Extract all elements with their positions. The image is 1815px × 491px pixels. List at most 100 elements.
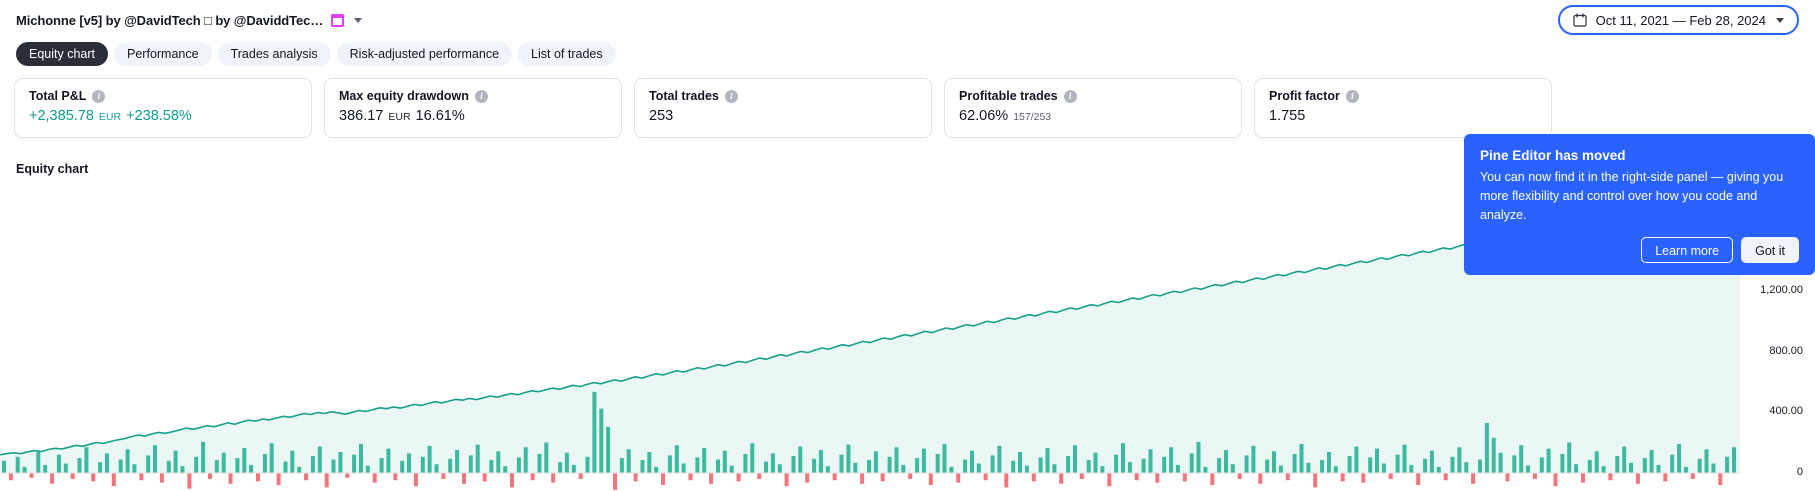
histogram-bar: [1203, 466, 1208, 473]
histogram-bar: [1567, 442, 1572, 473]
histogram-bar: [1182, 473, 1187, 482]
histogram-bar: [1155, 473, 1160, 483]
histogram-bar: [84, 447, 89, 473]
histogram-bar: [647, 452, 652, 473]
histogram-bar: [173, 450, 178, 473]
stat-card-value: 253: [649, 108, 674, 124]
histogram-bar: [1107, 473, 1112, 487]
histogram-bar: [468, 455, 473, 473]
histogram-bar: [1725, 456, 1730, 473]
histogram-bar: [194, 456, 199, 473]
equity-chart[interactable]: [0, 182, 1815, 491]
histogram-bar: [1649, 450, 1654, 473]
histogram-bar: [729, 465, 734, 473]
stat-card-value: +2,385.78: [29, 108, 94, 124]
histogram-bar: [1381, 463, 1386, 473]
histogram-bar: [1210, 473, 1215, 485]
histogram-bar: [1457, 447, 1462, 473]
info-icon[interactable]: i: [1345, 89, 1359, 103]
histogram-bar: [1148, 449, 1153, 473]
histogram-bar: [1073, 445, 1077, 473]
histogram-bar: [1052, 464, 1057, 473]
equity-line: [0, 210, 1741, 456]
stat-card-header: Max equity drawdown i: [339, 89, 607, 103]
histogram-bar: [304, 473, 309, 481]
histogram-bar: [619, 458, 624, 473]
stat-card-sub: +238.58%: [126, 108, 192, 124]
histogram-bar: [997, 445, 1002, 473]
histogram-bar: [1642, 458, 1647, 473]
histogram-bar: [359, 443, 363, 473]
histogram-bar: [1004, 473, 1009, 488]
tab-list-of-trades[interactable]: List of trades: [518, 42, 616, 66]
histogram-bar: [36, 452, 41, 473]
histogram-bar: [1395, 454, 1400, 473]
stat-card-header: Profitable trades i: [959, 89, 1227, 103]
info-icon[interactable]: i: [92, 89, 106, 103]
histogram-bar: [716, 459, 720, 473]
histogram-bar: [1704, 449, 1709, 473]
histogram-bar: [91, 473, 96, 482]
histogram-bar: [70, 473, 75, 479]
histogram-bar: [132, 464, 137, 473]
equity-chart-svg: [0, 210, 1741, 490]
popup-body: You can now find it in the right-side pa…: [1480, 170, 1784, 222]
histogram-bar: [949, 466, 954, 473]
histogram-bar: [159, 473, 164, 483]
histogram-bar: [935, 454, 940, 473]
histogram-bar: [1031, 473, 1036, 482]
strategy-title-group[interactable]: Michonne [v5] by @DavidTech □ by @Davidd…: [16, 13, 363, 28]
stat-card-profit-factor: Profit factor i 1.755: [1254, 78, 1552, 138]
histogram-bar: [146, 455, 151, 473]
histogram-bar: [661, 473, 665, 485]
histogram-bar: [1375, 448, 1379, 473]
histogram-bar: [1436, 466, 1441, 473]
histogram-bar: [921, 448, 926, 473]
histogram-bar: [63, 463, 68, 473]
histogram-bar: [791, 456, 796, 473]
histogram-bar: [599, 408, 604, 473]
histogram-bar: [1299, 443, 1304, 473]
histogram-bar: [1429, 450, 1434, 473]
histogram-bar: [1114, 454, 1119, 473]
stat-card-title: Total P&L: [29, 89, 87, 103]
histogram-bar: [455, 450, 460, 473]
histogram-bar: [1505, 473, 1510, 482]
histogram-bar: [310, 456, 315, 473]
learn-more-button[interactable]: Learn more: [1641, 237, 1734, 263]
histogram-bar: [166, 460, 171, 473]
histogram-bar: [743, 454, 748, 473]
tab-equity-chart[interactable]: Equity chart: [16, 42, 109, 66]
histogram-bar: [187, 473, 192, 489]
histogram-bar: [613, 473, 617, 490]
histogram-bar: [400, 460, 405, 473]
date-range-picker[interactable]: Oct 11, 2021 — Feb 28, 2024: [1557, 5, 1799, 35]
histogram-bar: [1539, 457, 1544, 473]
histogram-bar: [1313, 473, 1318, 488]
stat-card-title: Profit factor: [1269, 89, 1340, 103]
histogram-bar: [1519, 445, 1524, 473]
tab-trades-analysis[interactable]: Trades analysis: [217, 42, 331, 66]
tab-risk-adjusted-performance[interactable]: Risk-adjusted performance: [336, 42, 513, 66]
info-icon[interactable]: i: [474, 89, 488, 103]
stat-card-sub: 157/253: [1013, 111, 1052, 123]
histogram-bar: [1635, 473, 1640, 484]
stat-card-total-trades: Total trades i 253: [634, 78, 932, 138]
histogram-bar: [825, 466, 830, 473]
histogram-bar: [1484, 422, 1489, 473]
got-it-button[interactable]: Got it: [1741, 237, 1799, 263]
histogram-bar: [853, 462, 858, 473]
histogram-bar: [956, 473, 961, 483]
histogram-bar: [1670, 454, 1675, 473]
chevron-down-icon[interactable]: [354, 17, 363, 23]
histogram-bar: [317, 446, 322, 473]
tab-performance[interactable]: Performance: [114, 42, 212, 66]
histogram-bar: [709, 473, 714, 484]
info-icon[interactable]: i: [724, 89, 738, 103]
popup-heading: Pine Editor has moved: [1480, 148, 1626, 163]
histogram-bar: [8, 473, 13, 481]
histogram-bar: [1711, 463, 1716, 473]
stat-card-value-row: 253: [649, 108, 917, 124]
info-icon[interactable]: i: [1063, 89, 1077, 103]
histogram-bar: [571, 464, 576, 473]
